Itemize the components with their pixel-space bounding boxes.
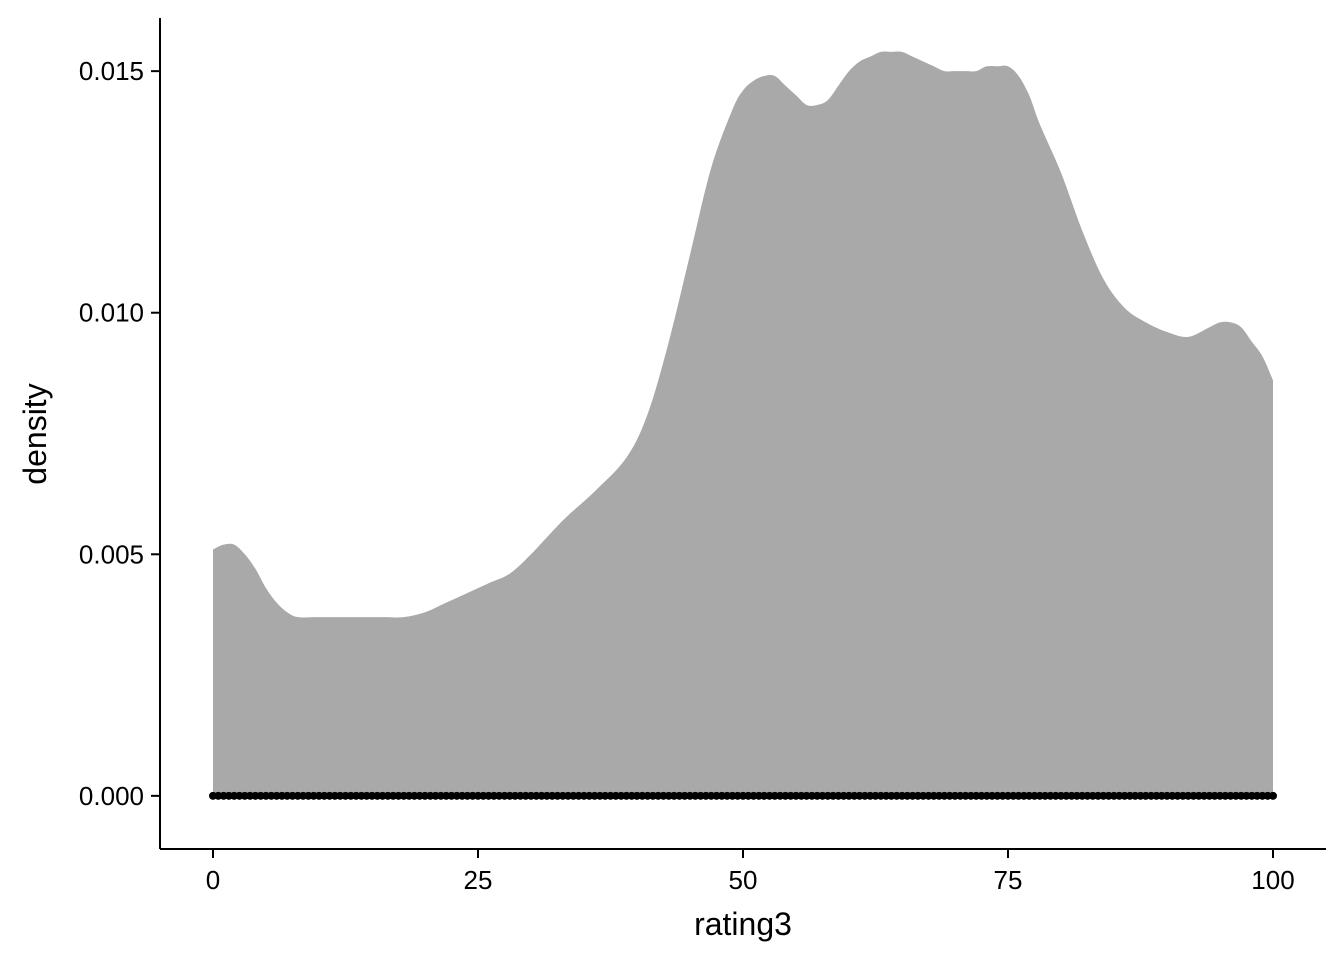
y-tick-label: 0.015 — [79, 56, 144, 86]
x-axis-title: rating3 — [694, 906, 792, 942]
y-tick-label: 0.010 — [79, 298, 144, 328]
y-tick-label: 0.000 — [79, 781, 144, 811]
x-tick-label: 50 — [729, 865, 758, 895]
x-tick-label: 100 — [1251, 865, 1294, 895]
y-tick-label: 0.005 — [79, 539, 144, 569]
y-ticks: 0.000 0.005 0.010 0.015 — [79, 56, 160, 811]
density-area — [213, 51, 1273, 796]
data-points-layer — [209, 791, 1277, 800]
x-tick-label: 25 — [464, 865, 493, 895]
density-area-layer — [213, 51, 1273, 796]
x-tick-label: 0 — [206, 865, 220, 895]
y-axis-title: density — [17, 383, 53, 484]
data-point — [1269, 791, 1277, 800]
x-tick-label: 75 — [994, 865, 1023, 895]
x-ticks: 0 25 50 75 100 — [206, 849, 1295, 895]
